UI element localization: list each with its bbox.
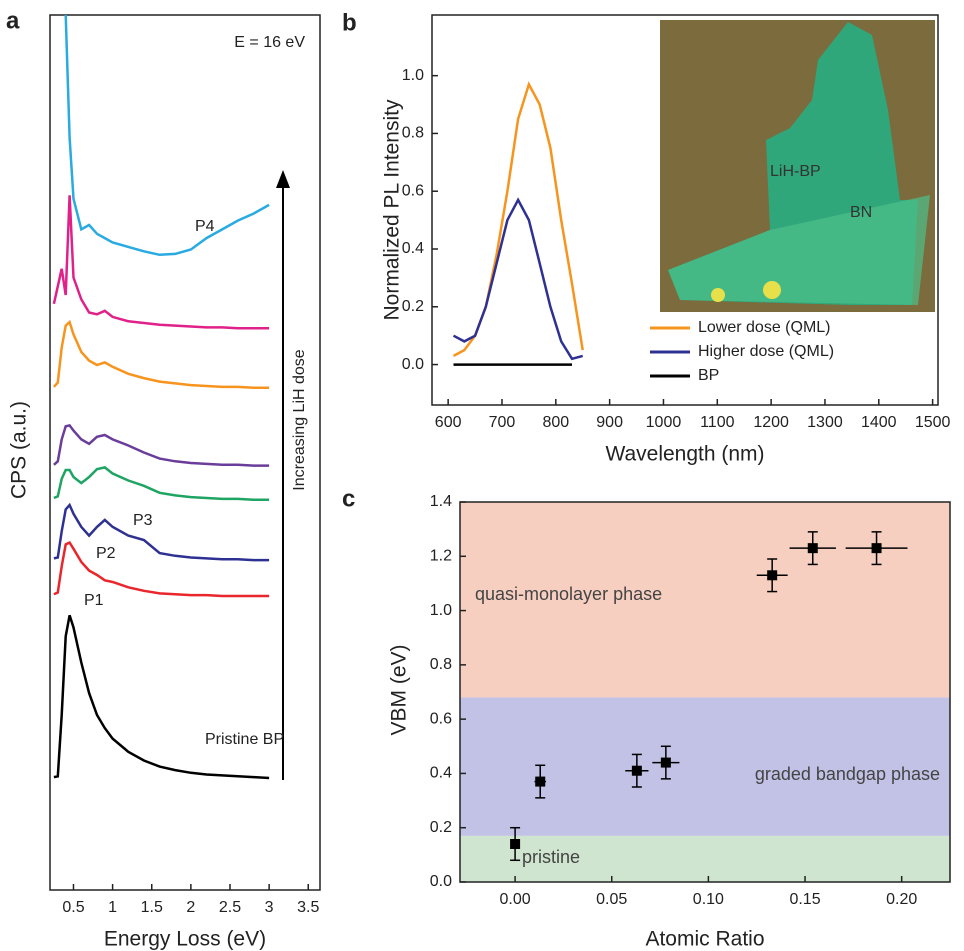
annotation: E = 16 eV (234, 34, 305, 51)
phase-region (460, 697, 950, 836)
spectrum-line (452, 197, 584, 361)
x-tick-label: 1100 (700, 414, 735, 431)
x-tick-label: 1 (108, 899, 117, 916)
y-tick-label: 0.6 (402, 182, 424, 199)
spectrum-line (52, 319, 270, 390)
y-tick-label: 1.0 (430, 602, 452, 619)
debris (711, 288, 725, 302)
x-tick-label: 900 (596, 414, 623, 431)
phase-region (460, 835, 950, 882)
y-tick-label: 1.2 (430, 548, 452, 565)
plot-frame (459, 501, 951, 883)
phase-region (460, 502, 950, 698)
y-tick-label: 0.4 (402, 240, 424, 257)
spectrum-line (64, 14, 270, 257)
data-point (535, 776, 546, 787)
debris (763, 281, 781, 299)
spectrum-line (53, 423, 270, 467)
legend-label: Lower dose (QML) (698, 319, 831, 336)
data-point (510, 839, 521, 849)
x-tick-label: 2 (186, 899, 195, 916)
x-tick-label: 2.5 (219, 899, 241, 916)
y-tick-label: 0.0 (402, 356, 424, 373)
plot-frame (49, 14, 321, 891)
x-axis-label: Energy Loss (eV) (104, 928, 266, 951)
x-tick-label: 0.05 (596, 891, 627, 908)
y-tick-label: 0.8 (430, 656, 452, 673)
y-axis-label: Normalized PL Intensity (381, 99, 404, 320)
data-point (871, 543, 882, 554)
y-axis-label: CPS (a.u.) (8, 401, 31, 499)
x-tick-label: 0.20 (886, 891, 917, 908)
y-axis-label: VBM (eV) (388, 644, 411, 735)
spectrum-line (53, 541, 270, 598)
x-tick-label: 0.15 (789, 891, 820, 908)
x-tick-label: 0.00 (500, 891, 531, 908)
x-tick-label: 1500 (915, 414, 951, 431)
y-tick-label: 0.2 (402, 298, 424, 315)
region-label: pristine (522, 847, 580, 867)
x-axis-label: Atomic Ratio (645, 928, 764, 951)
x-tick-label: 600 (435, 414, 462, 431)
inset-label: BN (850, 204, 872, 221)
x-tick-label: 0.5 (62, 899, 84, 916)
annotation: P1 (84, 592, 104, 609)
y-tick-label: 0.4 (430, 765, 452, 782)
y-tick-label: 1.0 (402, 67, 424, 84)
panel-letter: c (342, 485, 355, 512)
data-point (767, 570, 778, 581)
panel-letter: b (342, 9, 357, 36)
spectrum-line (53, 614, 270, 780)
inset-label: LiH-BP (770, 163, 821, 180)
y-tick-label: 0.8 (402, 125, 424, 142)
x-tick-label: 800 (542, 414, 569, 431)
y-tick-label: 0.2 (430, 819, 452, 836)
plot-frame (431, 14, 939, 406)
annotation: P3 (133, 512, 153, 529)
y-tick-label: 0.0 (430, 873, 452, 890)
x-tick-label: 3 (265, 899, 274, 916)
x-tick-label: 1.5 (141, 899, 163, 916)
x-tick-label: 1400 (861, 414, 897, 431)
panel-letter: a (6, 7, 20, 34)
y-tick-label: 1.4 (430, 493, 452, 510)
arrow-head (276, 170, 290, 188)
bn-flake (668, 195, 930, 305)
x-tick-label: 700 (489, 414, 516, 431)
x-tick-label: 3.5 (297, 899, 319, 916)
region-label: graded bandgap phase (755, 764, 940, 784)
x-tick-label: 0.10 (693, 891, 724, 908)
spectrum-line (53, 466, 270, 502)
annotation: Increasing LiH dose (291, 349, 308, 491)
spectrum-line (452, 81, 584, 358)
data-point (807, 543, 818, 554)
annotation: P2 (96, 545, 116, 562)
data-point (660, 757, 671, 768)
x-tick-label: 1300 (807, 414, 843, 431)
data-point (631, 765, 642, 776)
y-tick-label: 0.6 (430, 710, 452, 727)
spectrum-line (52, 195, 270, 330)
region-label: quasi-monolayer phase (475, 584, 662, 604)
spectrum-line (53, 502, 270, 562)
x-tick-label: 1200 (753, 414, 789, 431)
annotation: Pristine BP (205, 731, 284, 748)
legend-label: Higher dose (QML) (698, 343, 834, 360)
annotation: P4 (195, 218, 215, 235)
x-axis-label: Wavelength (nm) (605, 443, 764, 466)
legend-label: BP (698, 367, 719, 384)
x-tick-label: 1000 (646, 414, 682, 431)
